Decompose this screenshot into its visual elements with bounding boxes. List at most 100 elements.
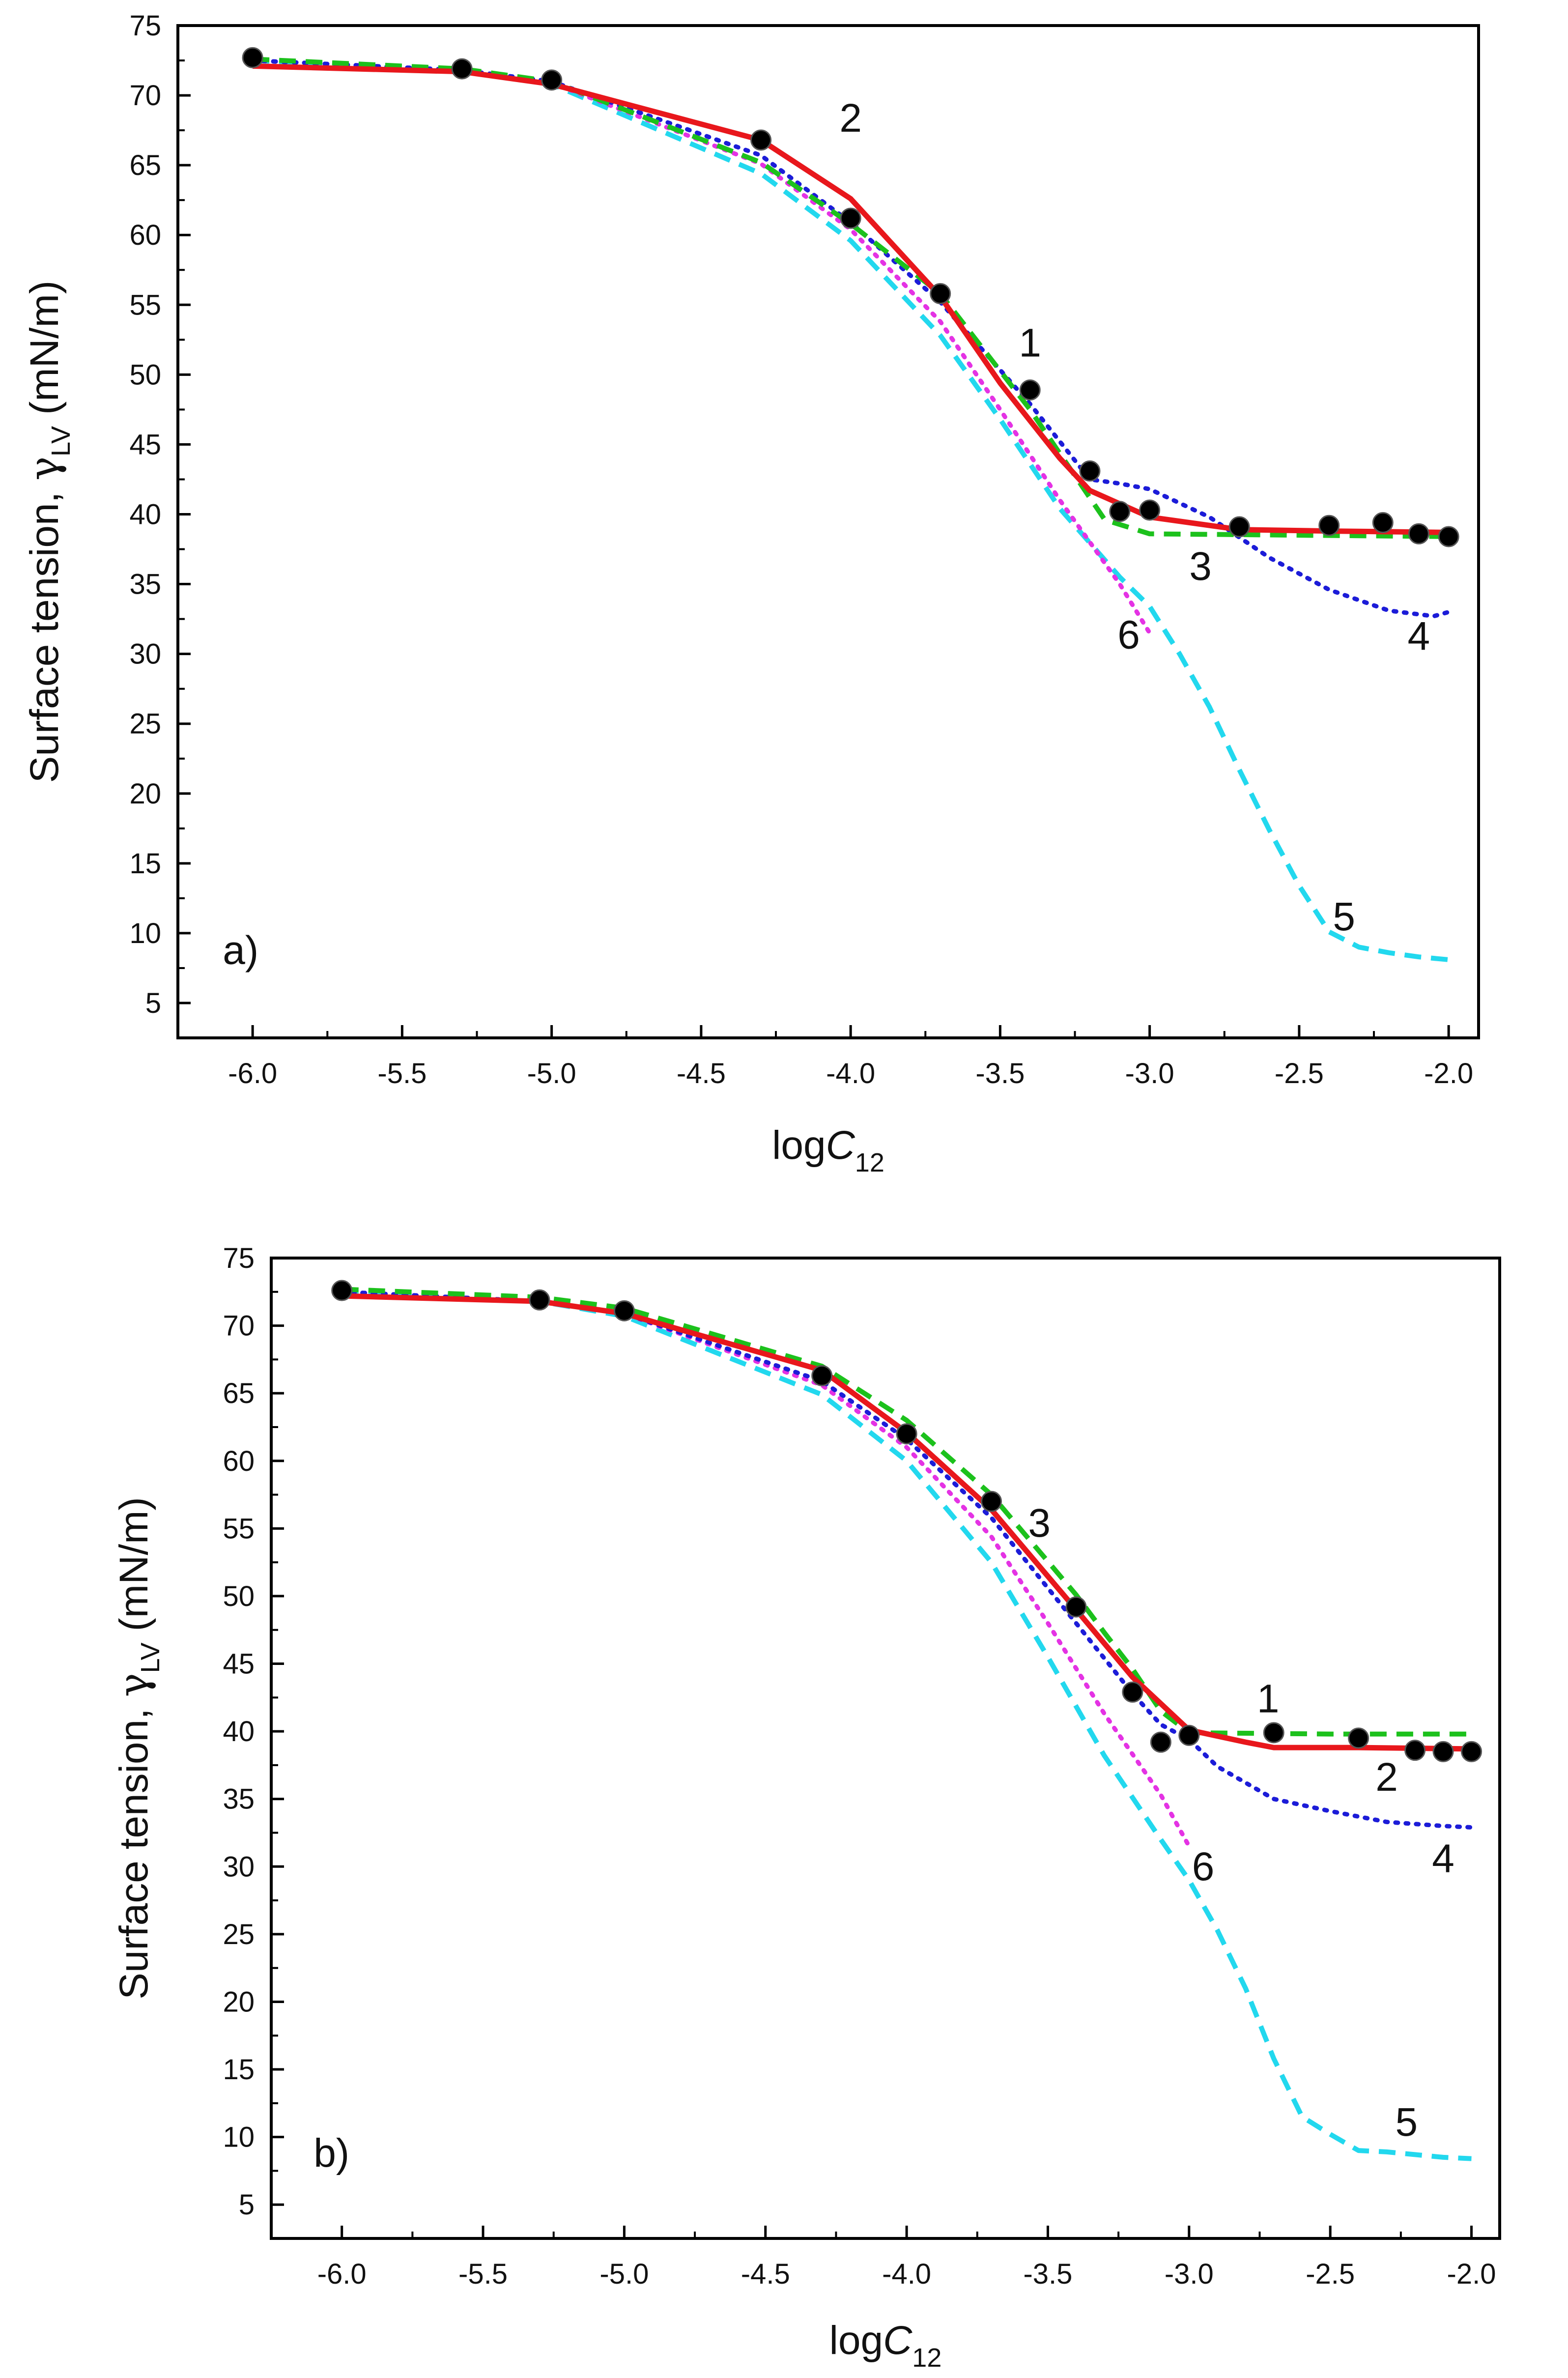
series-1-point	[1404, 1740, 1426, 1761]
y-tick-label: 45	[129, 429, 161, 460]
y-tick-label: 25	[129, 708, 161, 740]
y-tick-label: 35	[129, 569, 161, 601]
y-tick-label: 15	[129, 848, 161, 880]
y-axis-title-unit: (mN/m)	[22, 281, 67, 426]
y-tick-label: 55	[223, 1513, 255, 1545]
x-tick-label: -2.5	[1306, 2258, 1355, 2290]
series-1-point	[1079, 460, 1101, 482]
y-tick-label: 10	[129, 917, 161, 949]
curve-label-3: 3	[1028, 1501, 1051, 1546]
y-tick-label: 50	[129, 359, 161, 391]
series-1-point	[1228, 516, 1250, 538]
series-1-point	[529, 1289, 550, 1311]
x-axis-title: logC12	[772, 1123, 884, 1177]
series-1-point	[1065, 1596, 1087, 1618]
y-tick-label: 60	[223, 1445, 255, 1477]
y-tick-label: 40	[223, 1716, 255, 1748]
series-1-point	[1408, 523, 1429, 544]
y-tick-label: 35	[223, 1783, 255, 1815]
plot-frame	[270, 1257, 1501, 2240]
panel-label: a)	[223, 928, 258, 973]
x-axis-title-main: log	[772, 1123, 826, 1168]
series-1-point	[1438, 526, 1459, 547]
x-tick-label: -3.0	[1165, 2258, 1214, 2290]
x-tick-label: -4.0	[826, 1058, 875, 1089]
x-tick-label: -4.5	[741, 2258, 790, 2290]
series-1-point	[1263, 1722, 1284, 1744]
y-tick-label: 15	[223, 2054, 255, 2086]
panel-label: b)	[314, 2131, 349, 2176]
series-1-point	[896, 1423, 917, 1445]
y-axis-title-symbol: γ	[21, 457, 68, 481]
x-tick-label: -5.0	[599, 2258, 649, 2290]
y-tick-label: 70	[129, 80, 161, 112]
series-1-point	[1348, 1727, 1369, 1749]
x-tick-label: -6.0	[317, 2258, 367, 2290]
series-1-point	[1372, 512, 1394, 534]
series-1-point	[1318, 515, 1340, 536]
y-tick-label: 75	[129, 10, 161, 42]
x-axis-title-sub: 12	[855, 1148, 884, 1177]
series-1-point	[1109, 501, 1131, 522]
y-axis-title-unit: (mN/m)	[112, 1497, 156, 1642]
y-tick-label: 25	[223, 1919, 255, 1950]
plot-frame	[176, 24, 1480, 1039]
y-tick-label: 5	[239, 2189, 255, 2221]
curve-label-4: 4	[1432, 1836, 1454, 1881]
series-1-point	[331, 1280, 353, 1301]
curve-label-1: 1	[1019, 320, 1041, 365]
series-1-point	[1150, 1731, 1171, 1753]
curve-label-5: 5	[1333, 894, 1355, 939]
y-tick-label: 20	[223, 1986, 255, 2018]
x-axis-title: logC12	[829, 2318, 942, 2373]
series-1-point	[981, 1490, 1002, 1512]
curve-label-1: 1	[1257, 1677, 1280, 1721]
curve-label-2: 2	[1375, 1755, 1398, 1800]
y-tick-label: 65	[129, 149, 161, 181]
x-tick-label: -2.0	[1447, 2258, 1496, 2290]
curve-label-4: 4	[1407, 614, 1430, 659]
series-line-4	[250, 58, 1451, 619]
x-tick-label: -3.0	[1125, 1058, 1174, 1089]
x-tick-label: -4.5	[677, 1058, 726, 1089]
series-1-point	[1461, 1741, 1482, 1762]
x-tick-label: -3.5	[975, 1058, 1025, 1089]
x-tick-label: -5.5	[377, 1058, 427, 1089]
y-axis-title-symbol: γ	[111, 1673, 157, 1697]
x-axis-title-main: log	[829, 2318, 883, 2363]
y-axis-title-main: Surface tension,	[112, 1697, 156, 1999]
y-tick-label: 30	[129, 638, 161, 670]
series-1-point	[1178, 1724, 1200, 1746]
y-tick-label: 65	[223, 1377, 255, 1409]
series-1-point	[451, 58, 473, 80]
y-tick-label: 55	[129, 289, 161, 321]
y-tick-label: 5	[145, 987, 161, 1019]
curve-label-6: 6	[1192, 1844, 1215, 1889]
x-axis-title-var: C	[883, 2318, 912, 2363]
y-tick-label: 20	[129, 778, 161, 810]
x-tick-label: -2.5	[1275, 1058, 1324, 1089]
x-tick-label: -2.0	[1424, 1058, 1473, 1089]
y-tick-label: 30	[223, 1851, 255, 1883]
y-tick-label: 75	[223, 1242, 255, 1274]
x-axis-title-var: C	[826, 1123, 855, 1168]
y-axis-title-sub: LV	[46, 426, 76, 457]
series-1-point	[1122, 1681, 1143, 1703]
x-tick-label: -5.0	[527, 1058, 576, 1089]
y-tick-label: 70	[223, 1310, 255, 1342]
x-axis-title-sub: 12	[912, 2343, 941, 2373]
curve-label-2: 2	[839, 96, 862, 141]
series-1-point	[1019, 379, 1041, 401]
series-1-point	[811, 1365, 833, 1386]
x-tick-label: -4.0	[882, 2258, 931, 2290]
series-1-point	[613, 1300, 635, 1321]
series-line-4	[340, 1289, 1474, 1830]
series-1-point	[1432, 1741, 1454, 1762]
series-1-point	[750, 129, 772, 151]
series-1-point	[242, 47, 263, 68]
curve-label-3: 3	[1189, 544, 1212, 589]
series-line-6	[250, 58, 1152, 635]
